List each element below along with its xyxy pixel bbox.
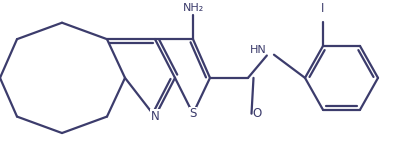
Text: NH₂: NH₂ (183, 3, 204, 13)
Text: HN: HN (250, 45, 267, 55)
Text: O: O (252, 107, 261, 120)
Text: I: I (321, 2, 325, 15)
Text: N: N (151, 110, 159, 123)
Text: S: S (189, 107, 197, 120)
